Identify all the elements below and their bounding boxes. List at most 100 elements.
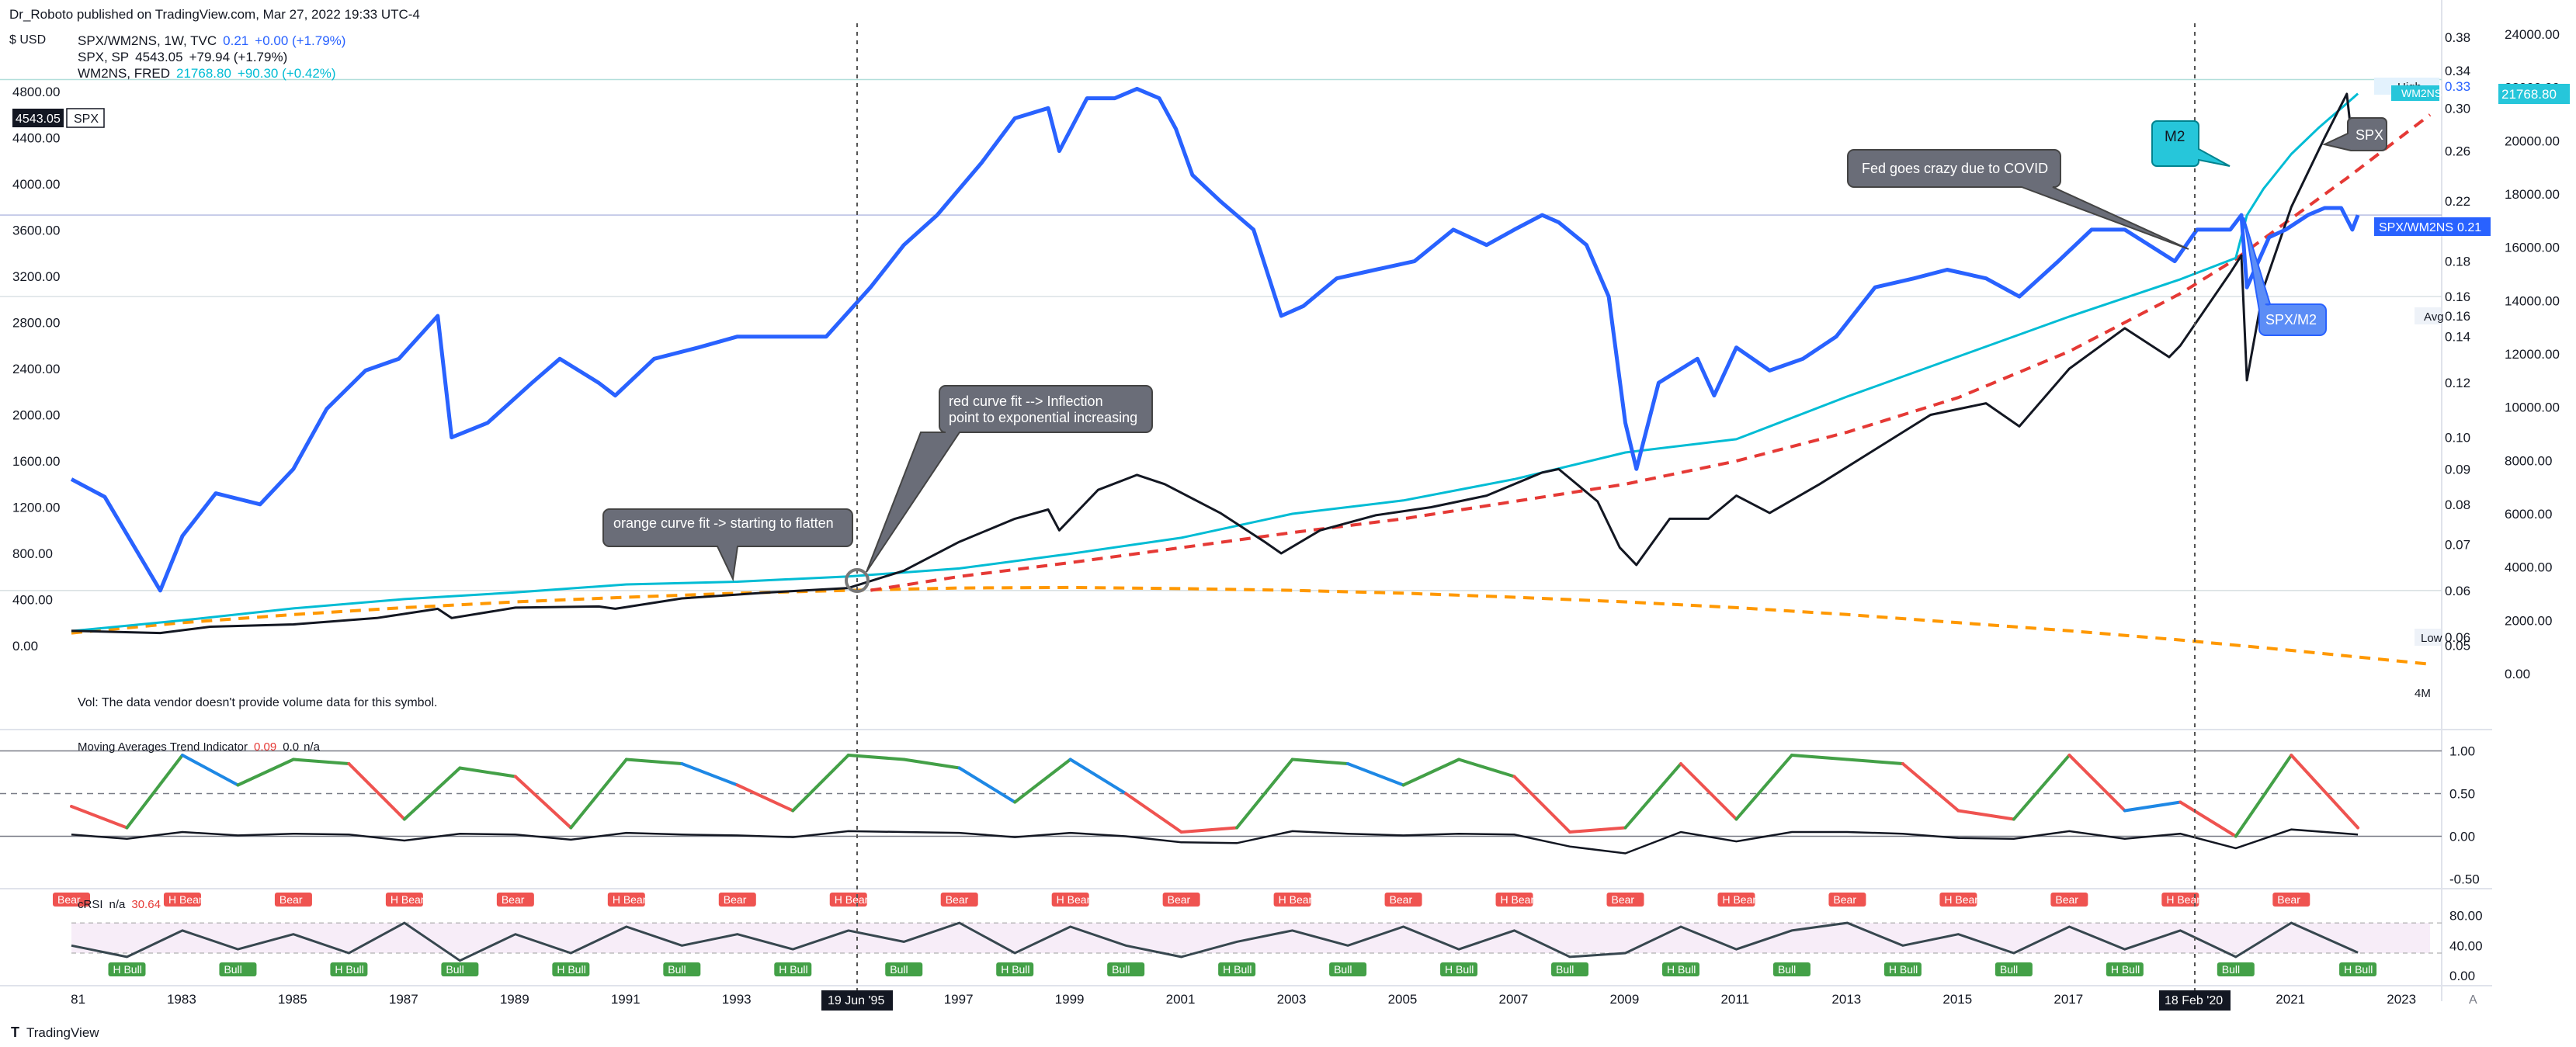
ma-trend-segment <box>2123 800 2182 813</box>
bull-label: H Bull <box>108 962 146 976</box>
ma-trend-segment <box>458 766 517 778</box>
ma-tick-3: -0.50 <box>2449 872 2480 887</box>
ma-trend-segment <box>957 766 1017 804</box>
bear-label-text: H Bear <box>2166 893 2200 906</box>
legend-change-m2: +90.30 (+0.42%) <box>238 66 336 81</box>
callout-orange: orange curve fit -> starting to flatten <box>602 508 853 582</box>
ratio-tick-10: 0.10 <box>2445 431 2470 445</box>
bear-label: Bear <box>1384 893 1422 907</box>
bull-label-bg <box>1772 962 1810 976</box>
ma-trend-label[interactable]: Moving Averages Trend Indicator 0.09 0.0 n/… <box>78 740 321 754</box>
series-spx-wm2ns <box>70 86 2360 593</box>
series-layer <box>70 86 2432 666</box>
time-axis-corner: A <box>2469 993 2477 1007</box>
ma-trend-segment <box>1457 758 1516 778</box>
callout-red-text-1: red curve fit --> Inflection <box>949 393 1103 409</box>
time-label-9: 2001 <box>1166 992 1196 1007</box>
bear-label-bg <box>1051 893 1089 907</box>
bull-label-bg <box>2339 962 2377 976</box>
bear-label-bg <box>1939 893 1977 907</box>
bull-label-bg <box>2106 962 2144 976</box>
ma-trend-segment <box>1901 762 1960 813</box>
callout-m2-text: M2 <box>2165 129 2185 145</box>
ma-trend-segment <box>70 805 129 830</box>
legend-change-spx: +79.94 (+1.79%) <box>189 50 288 64</box>
time-highlight-1995-bg <box>821 990 893 1011</box>
m2-tick-12: 0.00 <box>2505 667 2530 681</box>
bear-label: Bear <box>718 893 756 907</box>
ma-trend-segment <box>1179 826 1239 834</box>
time-axis[interactable]: 81 1983 1985 1987 1989 1991 1993 1997 1999 2001 20… <box>71 990 2477 1011</box>
bear-label: H Bear <box>607 893 647 907</box>
bull-label: H Bull <box>2106 962 2144 976</box>
crsi-label[interactable]: cRSI n/a 30.64 <box>78 898 161 911</box>
time-label-5: 1991 <box>611 992 641 1007</box>
bull-label-text: H Bull <box>1667 963 1696 976</box>
bear-label-text: H Bear <box>1279 893 1313 906</box>
series-wm2ns <box>71 92 2359 633</box>
left-price-axis[interactable]: 4800.00 4400.00 4000.00 3600.00 3200.00 2800.… <box>12 85 60 654</box>
bull-label-text: Bull <box>1112 963 1130 976</box>
ma-trend-segment <box>125 754 184 830</box>
callout-spxm2-text: SPX/M2 <box>2265 312 2317 328</box>
ma-trend-segment <box>902 758 961 770</box>
ma-trend-segment <box>1124 792 1183 834</box>
bear-label-bg <box>1273 893 1311 907</box>
high-value: 0.33 <box>2445 79 2470 94</box>
bear-label-text: H Bear <box>1501 893 1535 906</box>
ratio-tick-2: 0.30 <box>2445 101 2470 116</box>
bear-label: Bear <box>2050 893 2088 907</box>
time-label-3: 1987 <box>389 992 418 1007</box>
ratio-tick-13: 0.07 <box>2445 537 2470 552</box>
bear-label-bg <box>53 893 90 907</box>
bear-label: Bear <box>1162 893 1200 907</box>
time-highlight-1995-text: 19 Jun '95 <box>828 994 884 1007</box>
bull-label-text: Bull <box>890 963 908 976</box>
left-tick-12: 0.00 <box>12 639 38 654</box>
time-label-0: 81 <box>71 992 85 1007</box>
ma-trend-segment <box>1623 762 1682 830</box>
bull-label: H Bull <box>774 962 812 976</box>
m2-tick-8: 8000.00 <box>2505 453 2552 468</box>
ratio-tick-1: 0.34 <box>2445 64 2470 78</box>
left-tick-6: 2400.00 <box>12 362 60 376</box>
ma-trend-segment <box>791 754 850 813</box>
legend[interactable]: SPX/WM2NS, 1W, TVC 0.21 +0.00 (+1.79%) SPX… <box>78 33 345 81</box>
series-spx <box>71 92 2359 635</box>
bear-label-bg <box>1606 893 1644 907</box>
bear-label: Bear <box>1828 893 1866 907</box>
ma-trend-segment <box>846 754 906 761</box>
tradingview-logo[interactable]: T TradingView <box>11 1024 99 1040</box>
ratio-tick-0: 0.38 <box>2445 30 2470 45</box>
m2-tick-4: 16000.00 <box>2505 241 2560 255</box>
ma-trend-segment <box>402 766 462 821</box>
volume-tick: 4M <box>2415 687 2431 700</box>
bear-label-bg <box>1717 893 1755 907</box>
time-label-13: 2009 <box>1610 992 1640 1007</box>
bull-label: Bull <box>1772 962 1810 976</box>
legend-symbol-m2: WM2NS, FRED <box>78 66 170 81</box>
crsi-axis: 80.00 40.00 0.00 <box>2449 908 2483 983</box>
bear-label: H Bear <box>1939 893 1978 907</box>
left-spx-tag: 4543.05 SPX <box>12 108 105 128</box>
time-highlight-2020: 18 Feb '20 <box>2159 990 2231 1011</box>
bull-label: H Bull <box>330 962 368 976</box>
time-highlight-2020-bg <box>2159 990 2231 1011</box>
legend-value-spx: 4543.05 <box>135 50 182 64</box>
ratio-tick-7: 0.16 <box>2445 289 2470 304</box>
bear-label-text: H Bear <box>835 893 869 906</box>
bull-label: Bull <box>1994 962 2033 976</box>
ratio-tick-3: 0.26 <box>2445 144 2470 159</box>
bull-label-bg <box>1661 962 1699 976</box>
bull-label: H Bull <box>552 962 590 976</box>
callout-red-text-2: point to exponential increasing <box>949 410 1137 425</box>
bull-label-text: H Bull <box>557 963 585 976</box>
bear-label-text: Bear <box>1390 893 1413 906</box>
bull-label-text: H Bull <box>1889 963 1918 976</box>
bull-label: Bull <box>663 962 701 976</box>
ratio-tick-15: 0.05 <box>2445 638 2470 653</box>
series-red-curve-fit <box>870 113 2432 592</box>
